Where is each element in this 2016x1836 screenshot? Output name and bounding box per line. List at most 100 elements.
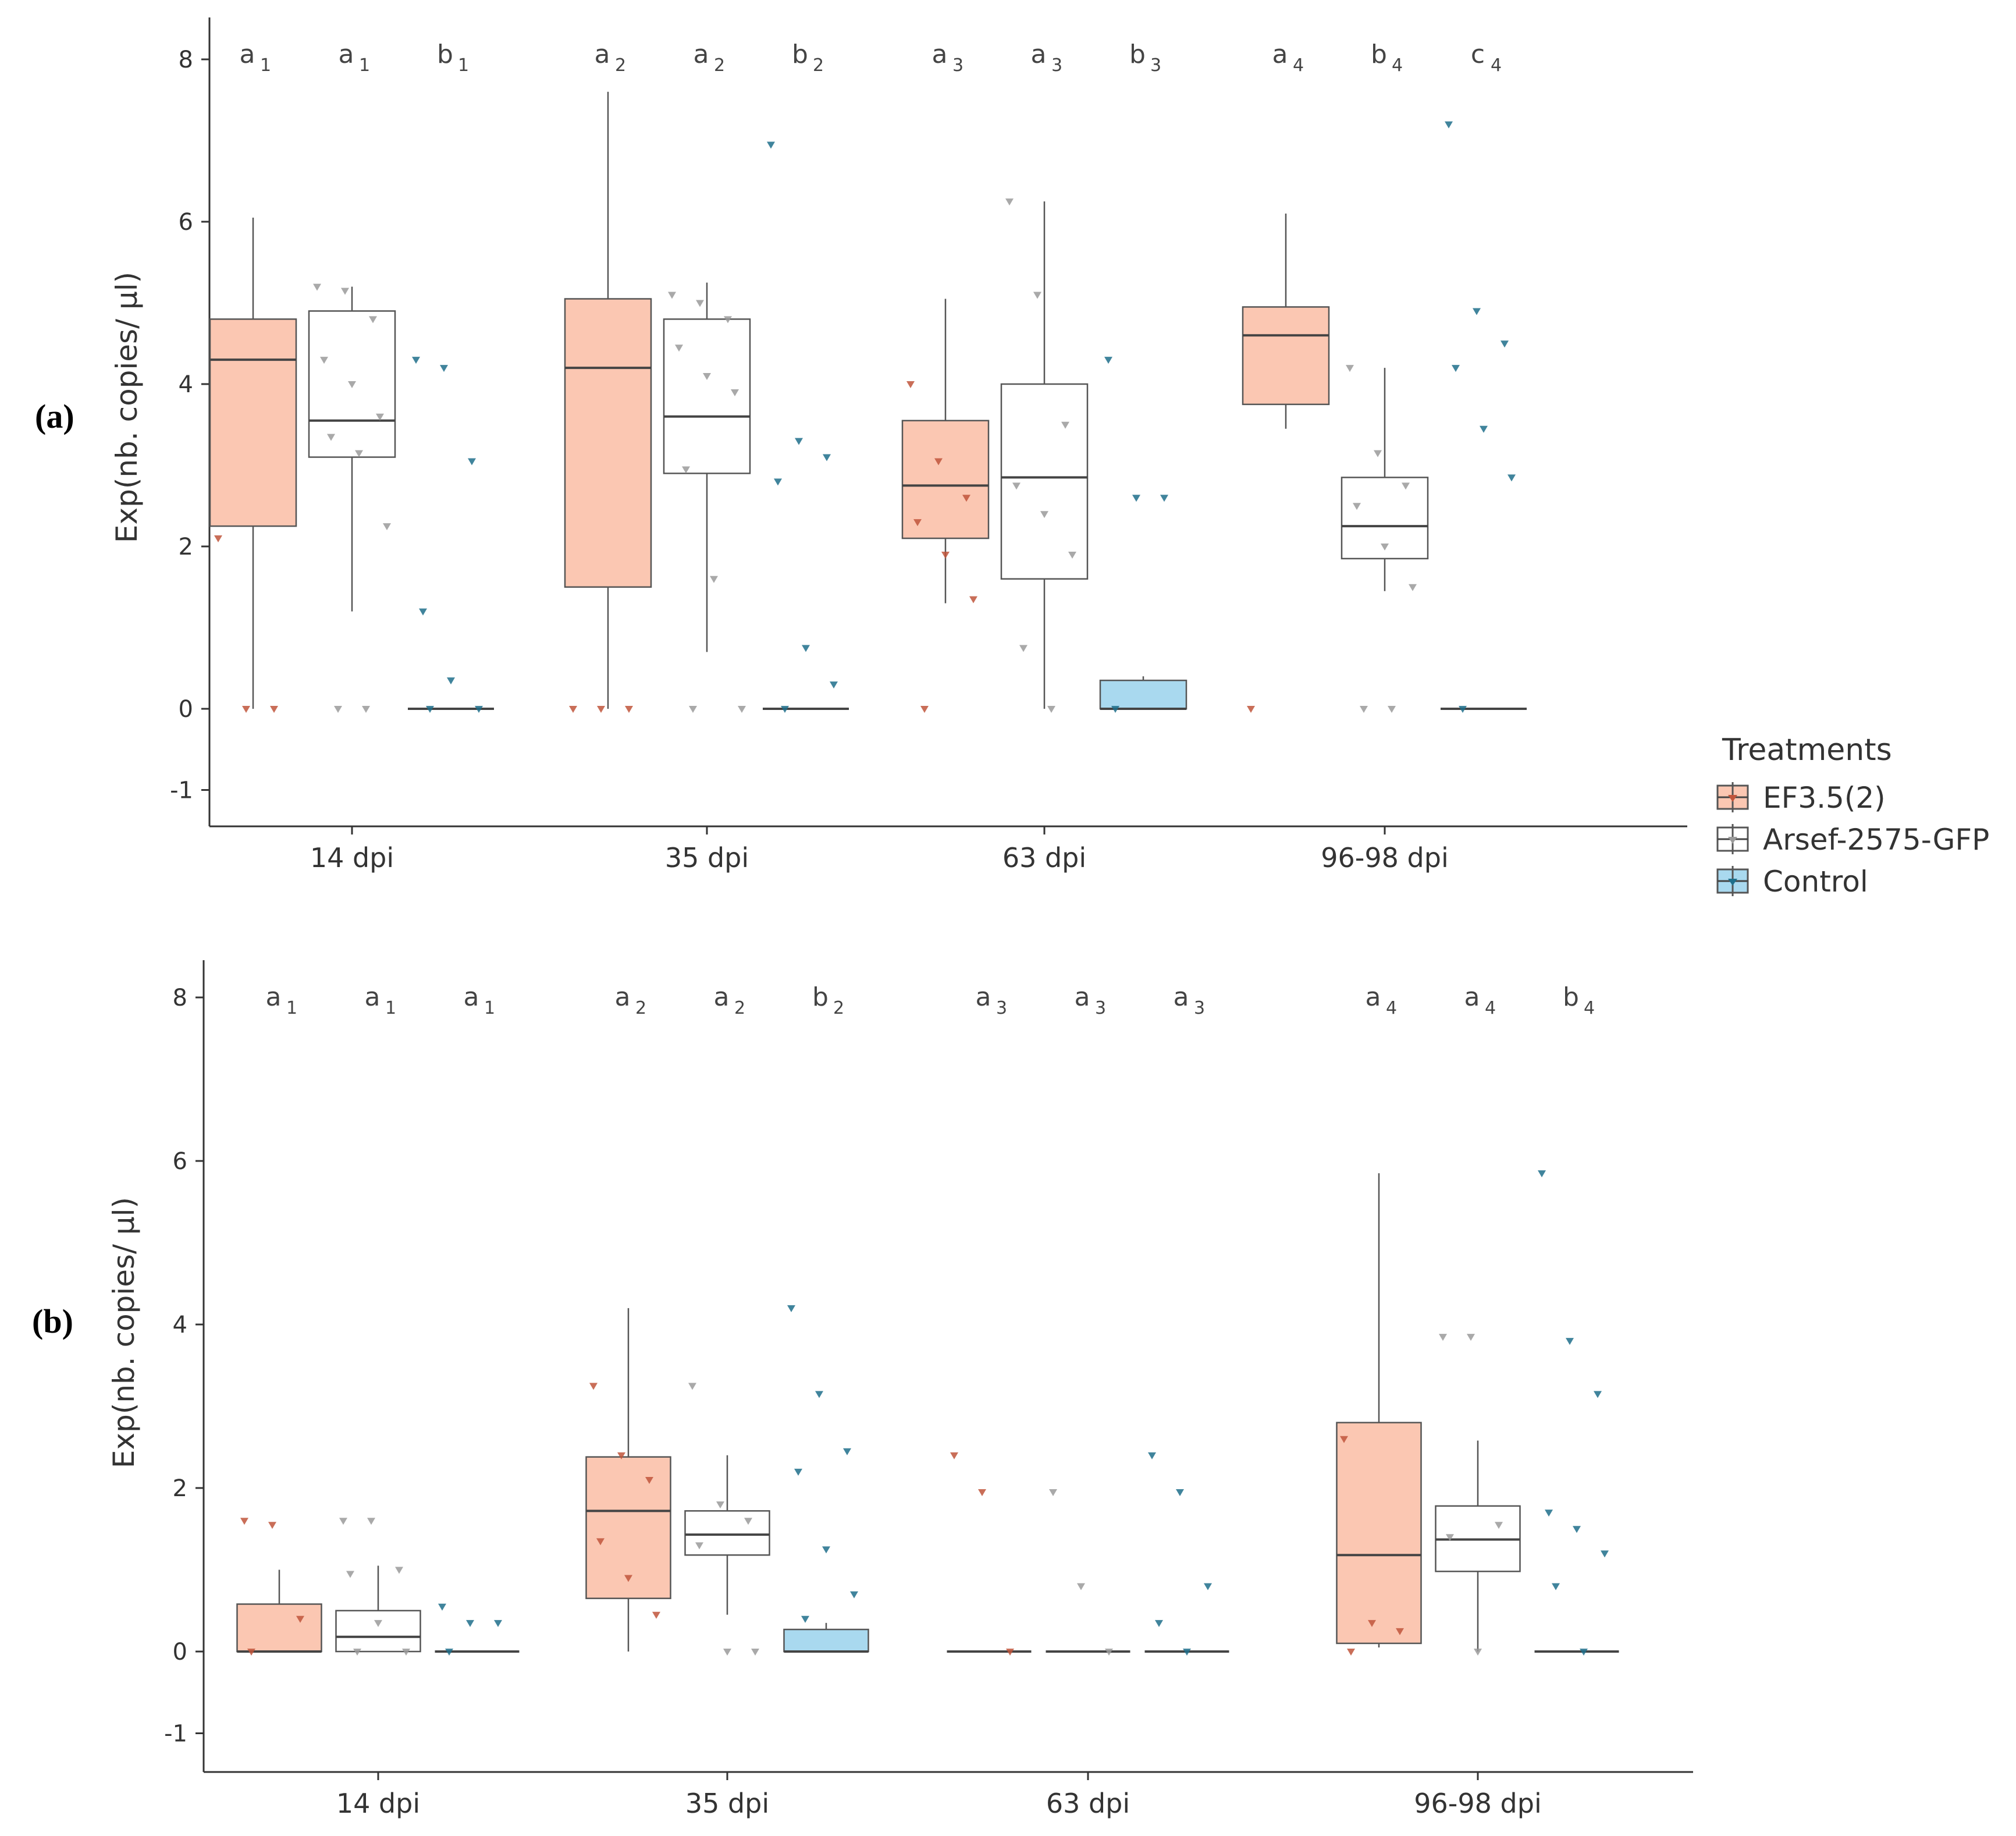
point-a-s2-c3-5 [1507, 474, 1516, 482]
sig-letter-b-c0-s1: a [365, 982, 381, 1012]
point-b-s1-c0-6 [353, 1649, 361, 1656]
point-b-s2-c2-4 [1183, 1649, 1191, 1656]
point-a-s1-c1-4 [703, 373, 711, 381]
point-a-s0-c1-2 [625, 706, 633, 713]
point-a-s0-c0-0 [214, 535, 222, 543]
point-b-s1-c1-5 [751, 1649, 759, 1656]
box-a-s1-c3 [1341, 365, 1429, 713]
sig-letter-a-c0-s0: a [240, 40, 255, 69]
point-a-s0-c0-2 [270, 706, 278, 713]
sig-subscript-b-c0-s1: 1 [385, 998, 396, 1018]
sig-letter-a-c1-s0: a [595, 40, 610, 69]
point-b-s2-c3-3 [1545, 1510, 1553, 1517]
point-a-s1-c3-2 [1402, 482, 1410, 490]
point-b-s0-c1-1 [617, 1452, 625, 1459]
point-a-s1-c2-5 [1068, 551, 1076, 559]
sig-subscript-b-c2-s2: 3 [1194, 998, 1205, 1018]
point-b-s1-c0-1 [367, 1518, 375, 1525]
box-b-s1-c2 [1046, 1489, 1130, 1656]
point-b-s0-c3-1 [1368, 1620, 1376, 1627]
point-b-s0-c1-5 [652, 1611, 660, 1619]
point-a-s2-c0-0 [412, 357, 420, 364]
point-a-s1-c0-7 [355, 450, 363, 457]
legend: Treatments EF3.5(2) Arsef-2575-GFP Contr… [1716, 733, 1989, 899]
point-a-s1-c1-9 [689, 706, 697, 713]
box-a-s2-c1 [763, 141, 849, 713]
sig-letter-b-c1-s1: a [714, 982, 730, 1012]
box-rect-a-s1-c2 [1000, 383, 1089, 580]
point-b-s0-c1-0 [589, 1383, 598, 1390]
point-a-s1-c3-5 [1409, 584, 1417, 591]
legend-key-arsef-point [1728, 837, 1737, 844]
point-b-s1-c1-1 [716, 1501, 724, 1509]
point-a-s1-c2-1 [1033, 292, 1041, 299]
sig-letter-a-c2-s1: a [1031, 40, 1047, 69]
point-a-s1-c0-0 [313, 283, 321, 291]
point-a-s2-c0-3 [419, 608, 427, 616]
y-tick-label-b-2: 2 [173, 1475, 187, 1502]
box-a-s2-c2 [1099, 357, 1187, 713]
point-a-s1-c1-6 [682, 466, 690, 474]
sig-letter-a-c1-s1: a [694, 40, 709, 69]
point-a-s1-c3-1 [1374, 450, 1382, 457]
point-a-s1-c2-4 [1040, 511, 1048, 519]
point-a-s2-c3-6 [1459, 706, 1467, 713]
point-b-s2-c0-1 [466, 1620, 474, 1627]
x-tick-label-a-0: 14 dpi [310, 842, 394, 873]
point-b-s2-c3-5 [1601, 1550, 1609, 1558]
box-a-s0-c1 [564, 91, 652, 713]
point-b-s2-c3-0 [1538, 1170, 1546, 1178]
sig-subscript-b-c1-s2: 2 [833, 998, 844, 1018]
x-tick-label-b-3: 96-98 dpi [1414, 1788, 1541, 1819]
sig-subscript-a-c3-s0: 4 [1293, 55, 1304, 76]
point-a-s1-c1-1 [696, 300, 704, 307]
sig-letter-b-c0-s2: a [464, 982, 479, 1012]
point-a-s2-c2-2 [1160, 495, 1168, 502]
y-tick-label-b-3: 4 [173, 1312, 187, 1338]
legend-label-arsef: Arsef-2575-GFP [1763, 823, 1989, 857]
point-b-s1-c1-3 [695, 1542, 703, 1550]
point-b-s0-c1-4 [624, 1575, 632, 1582]
point-b-s0-c0-1 [268, 1522, 276, 1529]
point-a-s2-c0-4 [447, 677, 455, 685]
sig-letter-b-c1-s2: b [812, 982, 829, 1012]
box-a-s0-c0 [209, 218, 297, 713]
box-b-s0-c1 [585, 1308, 671, 1652]
point-b-s0-c3-2 [1396, 1628, 1404, 1635]
point-b-s2-c3-2 [1594, 1391, 1602, 1398]
point-b-s2-c1-3 [794, 1468, 802, 1476]
box-a-s0-c2 [901, 299, 990, 713]
point-a-s2-c1-2 [823, 454, 831, 461]
point-b-s2-c3-6 [1552, 1583, 1560, 1590]
point-a-s0-c2-1 [934, 458, 943, 466]
sig-subscript-b-c1-s1: 2 [734, 998, 745, 1018]
point-b-s2-c1-2 [843, 1448, 851, 1455]
point-b-s2-c3-7 [1580, 1649, 1588, 1656]
y-tick-label-a-5: 8 [179, 47, 193, 73]
legend-label-ef: EF3.5(2) [1763, 781, 1886, 815]
x-tick-label-b-1: 35 dpi [685, 1788, 769, 1819]
box-rect-b-s0-c3 [1336, 1422, 1422, 1645]
box-a-s1-c0 [308, 283, 396, 713]
point-b-s2-c2-1 [1176, 1489, 1184, 1497]
box-a-s0-c3 [1242, 214, 1330, 713]
point-a-s1-c0-5 [376, 413, 384, 421]
x-tick-label-b-2: 63 dpi [1046, 1788, 1130, 1819]
sig-subscript-b-c2-s0: 3 [996, 998, 1007, 1018]
y-axis-label-a: Exp(nb. copies/ μl) [110, 272, 144, 543]
sig-subscript-b-c2-s1: 3 [1095, 998, 1106, 1018]
point-a-s2-c3-3 [1452, 365, 1460, 372]
point-a-s0-c1-1 [597, 706, 605, 713]
box-rect-b-s2-c1 [783, 1628, 869, 1653]
point-a-s1-c1-7 [710, 576, 718, 583]
point-a-s1-c2-3 [1012, 482, 1021, 490]
point-a-s0-c1-0 [569, 706, 577, 713]
point-a-s1-c2-7 [1047, 706, 1055, 713]
point-a-s1-c3-6 [1360, 706, 1368, 713]
point-a-s2-c1-6 [781, 706, 789, 713]
sig-subscript-a-c2-s0: 3 [952, 55, 963, 76]
y-tick-label-a-1: 0 [179, 696, 193, 723]
sig-subscript-b-c1-s0: 2 [635, 998, 646, 1018]
point-b-s1-c0-4 [374, 1620, 382, 1627]
point-a-s1-c2-2 [1061, 421, 1069, 429]
